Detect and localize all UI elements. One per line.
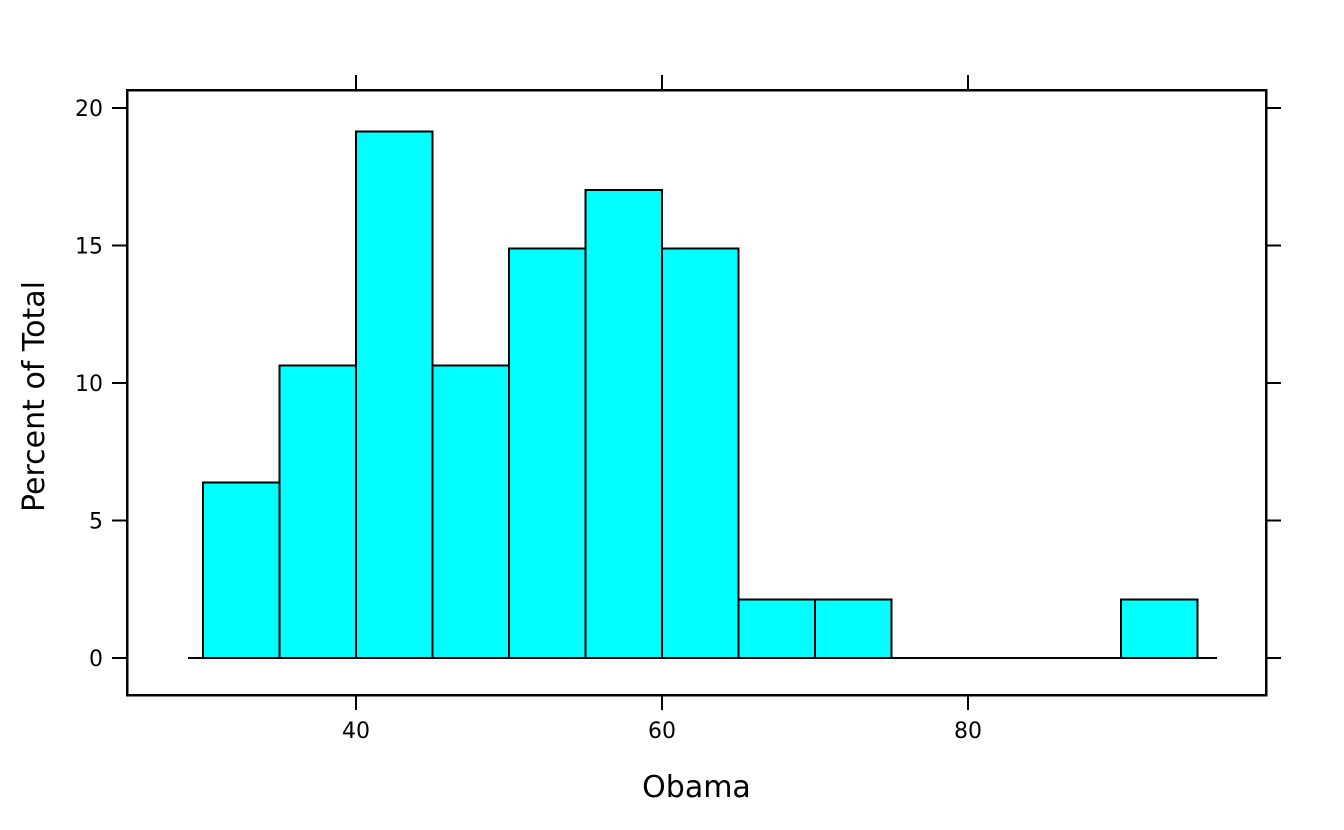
histogram-bar (1120, 598, 1199, 659)
histogram-bar (508, 247, 587, 659)
x-axis-tick-label: 40 (342, 719, 370, 744)
x-axis-tick-label: 60 (648, 719, 676, 744)
histogram-bar (814, 598, 893, 659)
y-axis-tick-label: 5 (89, 510, 103, 535)
histogram-bar (737, 598, 816, 659)
y-axis-tick-label: 20 (75, 97, 103, 122)
x-axis-label: Obama (642, 770, 751, 805)
histogram-bar (431, 364, 510, 659)
x-axis-tick-label: 80 (954, 719, 982, 744)
histogram-bar (584, 188, 663, 659)
histogram-bar (355, 130, 434, 659)
plot-border (125, 88, 1268, 697)
y-axis-tick-label: 10 (75, 372, 103, 397)
y-axis-tick-label: 15 (75, 235, 103, 260)
y-axis-label: Percent of Total (17, 281, 52, 512)
histogram-bar (202, 481, 281, 659)
y-axis-tick-label: 0 (89, 647, 103, 672)
histogram-bar (661, 247, 740, 659)
histogram-bar (278, 364, 357, 659)
